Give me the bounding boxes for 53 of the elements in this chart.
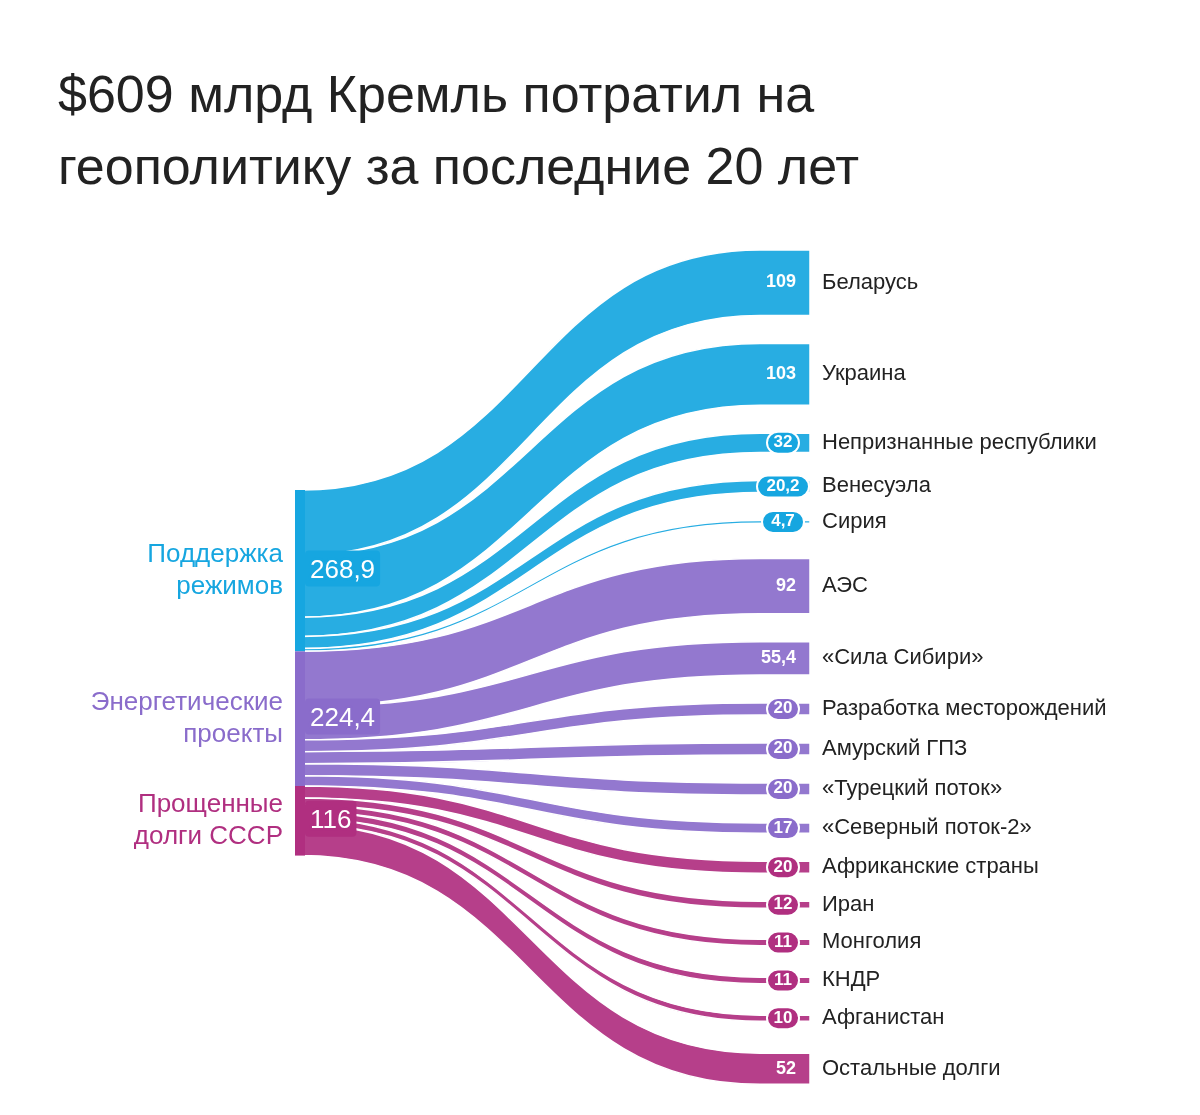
category-label: Иран	[822, 890, 875, 916]
data-label: 20	[773, 698, 793, 718]
category-label: Украина	[822, 360, 907, 386]
legend-label: Поддержка режимов	[147, 537, 284, 600]
value-badge: 20,2	[756, 474, 810, 499]
value-badge: 4,7	[761, 509, 805, 534]
data-label: 20	[773, 738, 793, 758]
category-label: КНДР	[822, 966, 881, 992]
category-label: Беларусь	[822, 268, 919, 294]
value-badge: 17	[766, 816, 800, 841]
data-label: 11	[774, 969, 792, 989]
category-label: Непризнанные республики	[822, 428, 1097, 454]
text: 116	[310, 803, 352, 834]
data-label: 52	[775, 1057, 796, 1078]
category-label: Остальные долги	[822, 1054, 1001, 1080]
data-label: 10	[773, 1007, 793, 1027]
data-label: 17	[773, 817, 793, 837]
value-badge: 20	[766, 855, 800, 880]
category-label: АЭС	[822, 571, 868, 597]
legend-label: Энергетические проекты	[90, 685, 283, 748]
category-label: Африканские страны	[822, 852, 1039, 878]
value-badge: 12	[766, 892, 800, 917]
value-badge: 32	[766, 430, 800, 455]
category-label: «Северный поток-2»	[822, 813, 1032, 839]
data-label: 92	[775, 574, 796, 595]
data-label: 20	[773, 778, 793, 798]
text: 268,9	[310, 553, 376, 584]
value-badge: 20	[766, 776, 800, 801]
data-label: 55,4	[760, 647, 796, 668]
category-label: Венесуэла	[822, 472, 932, 498]
data-label: 109	[765, 271, 796, 292]
category-label: Афганистан	[822, 1003, 945, 1029]
text: $609 млрд Кремль потратил на геополитику за последние 20 лет	[58, 64, 861, 197]
value-badge: 11	[766, 968, 800, 993]
text: 224,4	[310, 701, 376, 732]
category-label: «Турецкий поток»	[822, 774, 1003, 800]
value-badge: 10	[766, 1006, 800, 1031]
category-label: Амурский ГПЗ	[822, 734, 968, 760]
data-label: 11	[774, 931, 792, 951]
data-label: 20	[773, 856, 793, 876]
data-label: 32	[773, 432, 793, 452]
category-label: Разработка месторождений	[822, 694, 1107, 720]
category-label: «Сила Сибири»	[822, 644, 984, 670]
data-label: 4,7	[771, 511, 795, 531]
data-label: 103	[765, 363, 796, 384]
data-label: 20,2	[766, 475, 800, 495]
value-badge: 11	[766, 930, 800, 955]
category-label: Монголия	[822, 928, 922, 954]
value-badge: 20	[766, 696, 800, 721]
category-label: Сирия	[822, 507, 887, 533]
legend-label: Прощенные долги СССР	[133, 787, 283, 850]
data-label: 12	[773, 894, 793, 914]
value-badge: 20	[766, 736, 800, 761]
